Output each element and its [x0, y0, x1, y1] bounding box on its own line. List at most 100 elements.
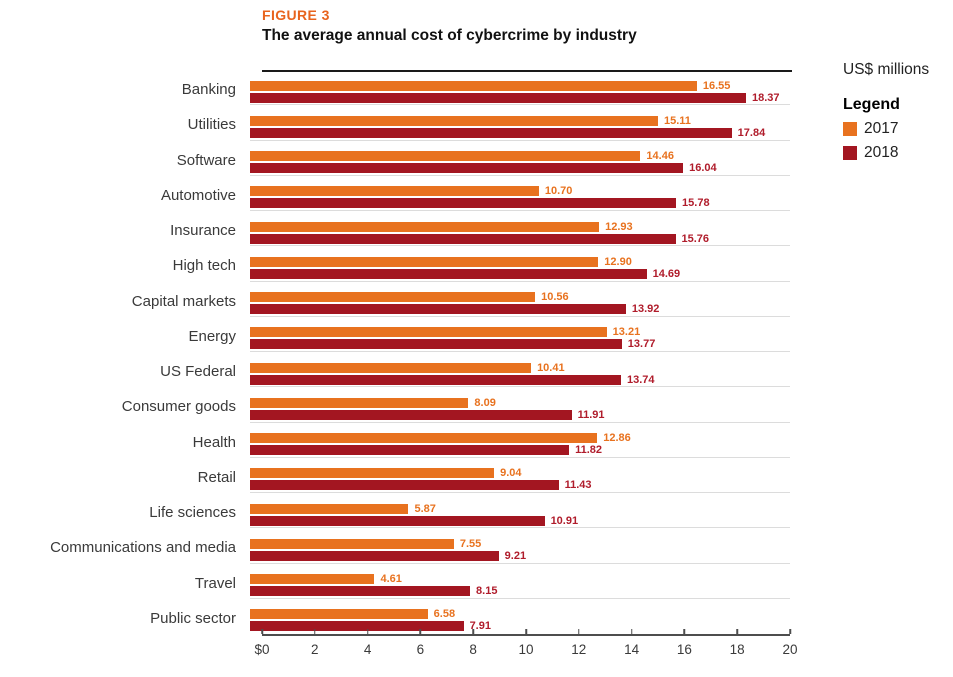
chart-row: High tech 12.90 14.69	[0, 246, 790, 282]
category-label: Automotive	[160, 186, 236, 204]
bar-2018	[250, 374, 621, 385]
value-label-2017: 15.11	[663, 114, 691, 127]
value-label-2018: 11.43	[564, 479, 592, 492]
x-axis: $0 2 4 6 8 10 12 14 16 18 20	[254, 629, 798, 664]
bar-2018	[250, 409, 572, 420]
bar-group: 16.55 18.37	[250, 70, 790, 106]
bar-group: 15.11 17.84	[250, 105, 790, 141]
category-label: Software	[176, 151, 236, 169]
value-label-2017: 13.21	[612, 326, 641, 339]
bar-group: 14.46 16.04	[250, 141, 790, 176]
bar-group: 12.90 14.69	[250, 246, 790, 282]
value-label-2018: 18.37	[751, 91, 780, 104]
x-axis-tick-label: 16	[676, 642, 692, 657]
x-axis-tick-label: 6	[416, 642, 425, 657]
value-label-2017: 8.09	[474, 396, 496, 409]
bar-group: 8.09 11.91	[250, 387, 790, 423]
bar-2018	[250, 621, 464, 632]
chart-row: Travel 4.61 8.15	[0, 564, 790, 599]
x-axis-tick	[314, 629, 316, 634]
bar-group: 7.55 9.21	[250, 528, 790, 564]
chart-top-rule	[262, 70, 792, 72]
category-label: Communications and media	[50, 539, 236, 557]
legend-item: 2018	[843, 144, 929, 162]
value-label-2017: 10.70	[544, 185, 573, 198]
value-label-2018: 11.91	[577, 408, 605, 421]
x-axis-tick-label: 20	[782, 642, 798, 657]
chart-row: Capital markets 10.56 13.92	[0, 282, 790, 317]
bar-2017	[250, 115, 658, 126]
chart-row: Banking 16.55 18.37	[0, 70, 790, 106]
x-axis-tick	[578, 629, 580, 634]
value-label-2018: 9.21	[504, 549, 527, 562]
bar-2017	[250, 468, 495, 479]
value-label-2017: 9.04	[500, 467, 522, 480]
value-label-2017: 14.46	[646, 150, 674, 162]
value-label-2018: 10.91	[550, 514, 579, 527]
units-label: US$ millions	[843, 61, 930, 78]
legend: 2017 2018	[843, 120, 929, 162]
value-label-2018: 13.77	[627, 338, 656, 351]
bar-group: 12.93 15.76	[250, 211, 790, 247]
legend-item: 2017	[843, 120, 929, 138]
chart-row: US Federal 10.41 13.74	[0, 352, 790, 388]
value-label-2017: 5.87	[414, 502, 436, 515]
bar-2017	[250, 80, 697, 91]
bar-2017	[250, 503, 409, 514]
category-label: Consumer goods	[121, 398, 236, 416]
chart-row: Automotive 10.70 15.78	[0, 176, 790, 211]
bar-group: 10.70 15.78	[250, 176, 790, 211]
category-label: Capital markets	[131, 292, 236, 310]
bar-2017	[250, 433, 598, 443]
value-label-2017: 10.41	[537, 361, 565, 374]
value-label-2018: 8.15	[476, 585, 498, 597]
value-label-2018: 7.91	[469, 620, 491, 633]
chart-row: Insurance 12.93 15.76	[0, 211, 790, 247]
bar-2018	[250, 339, 622, 350]
x-axis-tick	[630, 629, 633, 634]
value-label-2017: 12.86	[603, 432, 631, 444]
legend-heading: Legend	[843, 96, 900, 113]
value-label-2018: 13.92	[631, 303, 660, 315]
value-label-2018: 17.84	[737, 126, 766, 139]
legend-item-label: 2017	[864, 120, 899, 137]
chart-row: Utilities 15.11 17.84	[0, 105, 790, 141]
chart-row: Retail 9.04 11.43	[0, 458, 790, 493]
bar-group: 10.56 13.92	[250, 282, 790, 317]
bar-group: 4.61 8.15	[250, 564, 790, 599]
value-label-2018: 11.82	[575, 444, 603, 456]
bar-2018	[250, 304, 626, 314]
x-axis-tick-label: 12	[571, 642, 587, 657]
x-axis-tick-label: 8	[469, 642, 477, 657]
category-label: Travel	[194, 574, 236, 592]
category-label: Energy	[188, 327, 236, 345]
value-label-2018: 13.74	[626, 373, 655, 386]
chart-row: Public sector 6.58 7.91	[0, 599, 790, 634]
value-label-2018: 14.69	[652, 267, 681, 280]
bar-2018	[250, 515, 545, 526]
category-label: Retail	[197, 468, 236, 486]
chart-row: Health 12.86 11.82	[0, 423, 790, 458]
side-panel: US$ millions Legend 2017 2018	[843, 61, 929, 162]
x-axis-tick-label: 4	[363, 642, 372, 657]
bar-2017	[250, 186, 539, 197]
value-label-2018: 15.76	[681, 232, 710, 245]
value-label-2017: 16.55	[702, 79, 731, 92]
value-label-2017: 12.90	[604, 255, 632, 268]
value-label-2017: 6.58	[433, 608, 456, 621]
chart-row: Software 14.46 16.04	[0, 141, 790, 176]
category-label: Public sector	[150, 609, 236, 627]
bar-2017	[250, 574, 375, 584]
x-axis-tick-label: 14	[624, 642, 640, 657]
bar-group: 12.86 11.82	[250, 423, 790, 458]
bar-2018	[250, 233, 676, 244]
value-label-2017: 10.56	[541, 291, 569, 303]
value-label-2017: 12.93	[605, 220, 633, 233]
legend-swatch-2018	[843, 146, 857, 160]
figure-label: FIGURE 3	[262, 7, 330, 23]
bar-2018	[250, 163, 684, 173]
figure-title: The average annual cost of cybercrime by…	[262, 27, 637, 44]
bar-2018	[250, 268, 647, 279]
legend-swatch-2017	[843, 122, 857, 136]
x-axis-tick-label: 18	[729, 642, 745, 657]
